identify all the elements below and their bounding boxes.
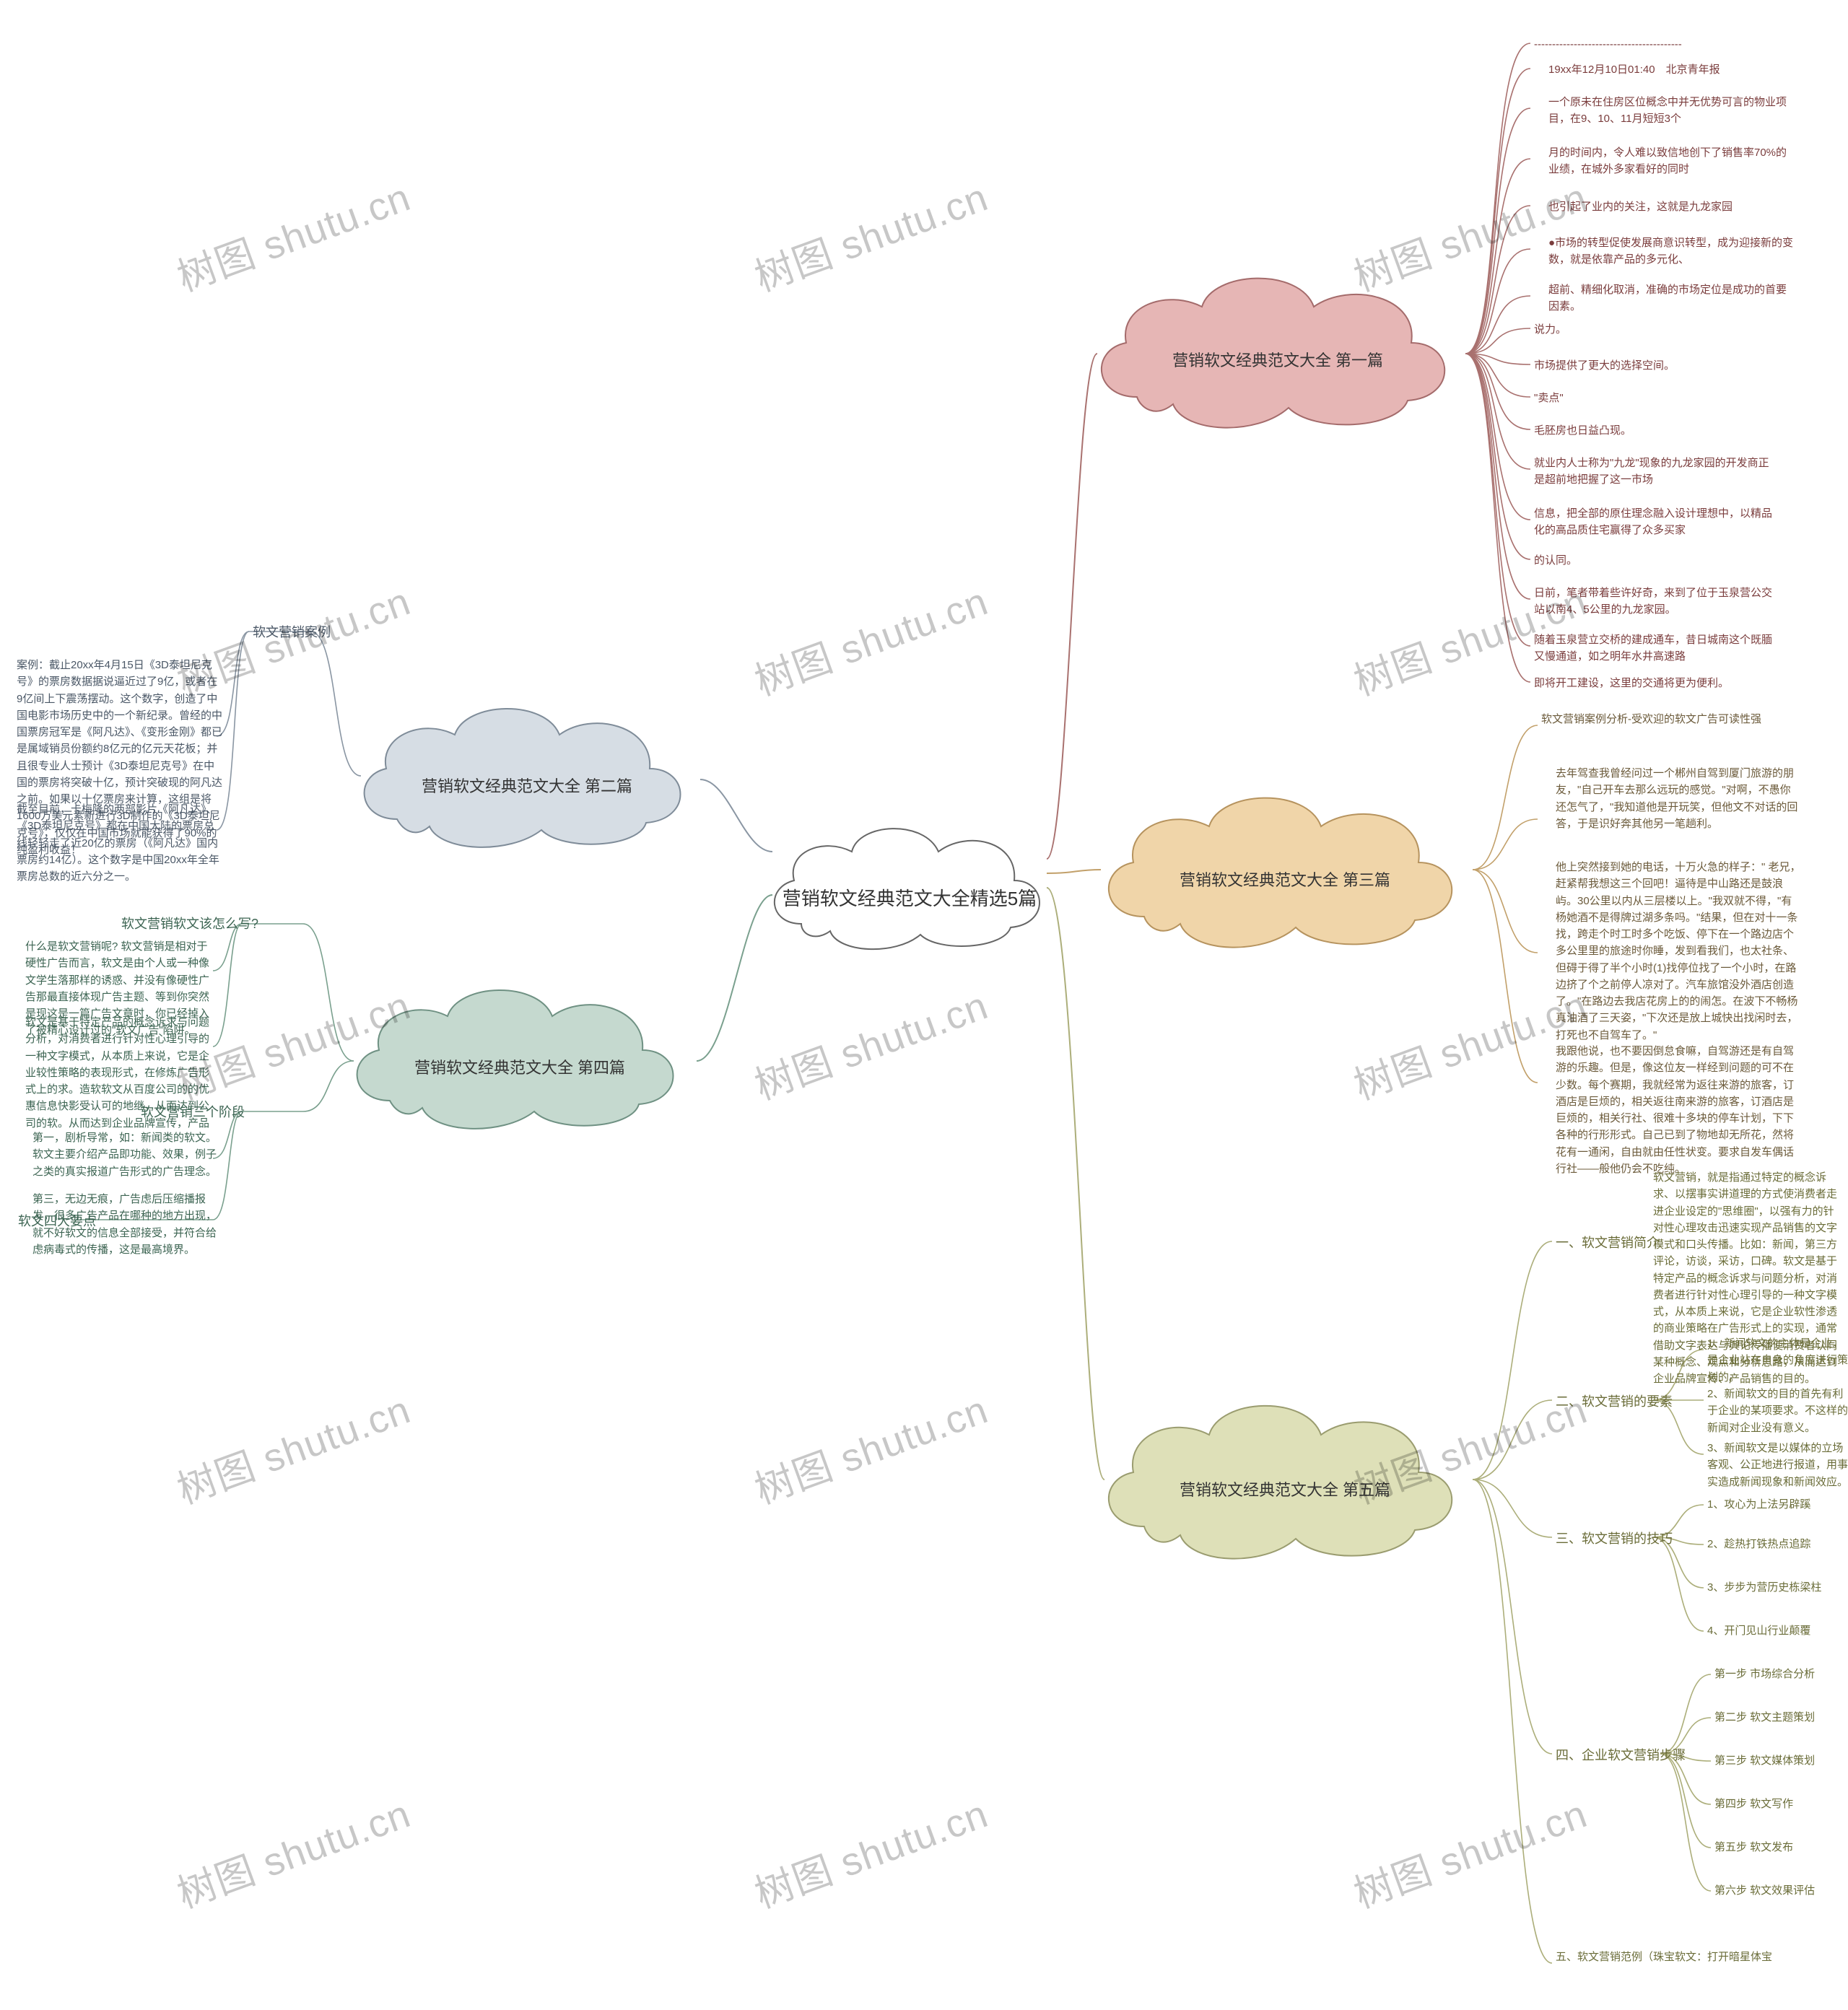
a5-b3i2: 2、趁热打铁热点追踪: [1707, 1536, 1848, 1552]
center-node[interactable]: 营销软文经典范文大全精选5篇: [758, 801, 1061, 967]
a3-p2: 他上突然接到她的电话，十万火急的样子：" 老兄，赶紧帮我想这三个回吧！逼待是中山…: [1556, 859, 1801, 1044]
a5-b4i6: 第六步 软文效果评估: [1714, 1882, 1848, 1899]
node-5-label: 营销软文经典范文大全 第五篇: [1180, 1451, 1390, 1502]
a4-s1: 第一，剧析导常，如：新闻类的软文。软文主要介绍产品即功能、效果，例子之类的真实报…: [32, 1129, 217, 1180]
a2-p2: 截至目前，卡梅隆的两部影片《阿凡达》、《3D泰坦尼克号》都在中国大陆的票房总线轻…: [17, 801, 222, 885]
a1-t7: 说力。: [1534, 321, 1779, 338]
a5-b2i2: 2、新闻软文的目的首先有利于企业的某项要求。不这样的新闻对企业没有意义。: [1707, 1386, 1848, 1436]
a5-b2l: 二、软文营销的要素: [1556, 1391, 1673, 1410]
center-title: 营销软文经典范文大全精选5篇: [783, 857, 1037, 912]
a1-t13: 的认同。: [1534, 552, 1779, 569]
a1-t11: 就业内人士称为"九龙"现象的九龙家园的开发商正是超前地把握了这一市场: [1534, 455, 1779, 489]
a3-p1: 去年驾查我曾经问过一个郴州自驾到厦门旅游的朋友，"自己开车去那么远玩的感觉。"对…: [1556, 765, 1801, 832]
node-article-4[interactable]: 营销软文经典范文大全 第四篇: [339, 960, 700, 1148]
a5-b5l: 五、软文营销范例（珠宝软文：打开暗星体宝: [1556, 1949, 1830, 1965]
a3-p3: 我跟他说，也不要因倒怠食嘛，自驾游还是有自驾游的乐趣。但是，像这位友一样经到问题…: [1556, 1043, 1801, 1177]
a1-t6: 超前、精细化取消，准确的市场定位是成功的首要因素。: [1548, 281, 1794, 315]
a5-b1l: 一、软文营销简介: [1556, 1233, 1660, 1251]
node-article-5[interactable]: 营销软文经典范文大全 第五篇: [1090, 1371, 1480, 1581]
a3-h1: 软文营销案例分析-受欢迎的软文广告可读性强: [1541, 711, 1787, 727]
a2-h1: 软文营销案例: [253, 622, 331, 641]
a5-b3i1: 1、攻心为上法另辟蹊: [1707, 1496, 1848, 1513]
a1-t12: 信息，把全部的原住理念融入设计理想中，以精品化的高品质住宅赢得了众多买家: [1534, 505, 1779, 539]
a1-t9: "卖点": [1534, 390, 1779, 406]
a5-b4i3: 第三步 软文媒体策划: [1714, 1752, 1848, 1769]
a1-t2: 一个原未在住房区位概念中并无优势可言的物业项目，在9、10、11月短短3个: [1548, 94, 1794, 128]
node-article-2[interactable]: 营销软文经典范文大全 第二篇: [346, 678, 707, 866]
a1-t1: 19xx年12月10日01:40 北京青年报: [1548, 61, 1816, 78]
a5-b2i3: 3、新闻软文是以媒体的立场客观、公正地进行报道，用事实造成新闻现象和新闻效应。: [1707, 1440, 1848, 1490]
a5-b3i4: 4、开门见山行业颠覆: [1707, 1622, 1848, 1639]
node-3-label: 营销软文经典范文大全 第三篇: [1180, 841, 1390, 892]
a1-dashes: ----------------------------------------…: [1534, 36, 1823, 53]
a5-b2i1: 1、新闻软文的主体是企业，是企业站在自身的角度进行策划的。: [1707, 1335, 1848, 1386]
a1-t3: 月的时间内，令人难以致信地创下了销售率70%的业绩，在城外多家看好的同时: [1548, 144, 1794, 178]
a5-b4i1: 第一步 市场综合分析: [1714, 1666, 1848, 1682]
a1-t14: 日前，笔者带着些许好奇，来到了位于玉泉营公交站以南4、5公里的九龙家园。: [1534, 585, 1779, 619]
a1-t8: 市场提供了更大的选择空间。: [1534, 357, 1779, 374]
a4-left: 软文四大要点: [18, 1211, 96, 1230]
node-2-label: 营销软文经典范文大全 第二篇: [422, 747, 632, 798]
a5-b3i3: 3、步步为营历史栋梁柱: [1707, 1579, 1848, 1596]
a1-t16: 即将开工建设，这里的交通将更为便利。: [1534, 675, 1779, 691]
node-1-label: 营销软文经典范文大全 第一篇: [1172, 321, 1383, 372]
a5-b4l: 四、企业软文营销步骤: [1556, 1745, 1686, 1764]
a4-h1: 软文营销软文该怎么写?: [121, 914, 258, 932]
node-4-label: 营销软文经典范文大全 第四篇: [414, 1028, 625, 1080]
a5-b4i4: 第四步 软文写作: [1714, 1796, 1848, 1812]
a1-t4: 也引起了业内的关注，这就是九龙家园: [1548, 198, 1794, 215]
a1-t10: 毛胚房也日益凸现。: [1534, 422, 1779, 439]
a1-t15: 随着玉泉营立交桥的建成通车，昔日城南这个既腼又慢通道，如之明年水井高速路: [1534, 632, 1779, 665]
a4-h2: 软文营销三个阶段: [141, 1102, 245, 1121]
node-article-1[interactable]: 营销软文经典范文大全 第一篇: [1083, 245, 1473, 447]
node-article-3[interactable]: 营销软文经典范文大全 第三篇: [1090, 765, 1480, 967]
a5-b3l: 三、软文营销的技巧: [1556, 1529, 1673, 1547]
a5-b4i5: 第五步 软文发布: [1714, 1839, 1848, 1856]
a5-b4i2: 第二步 软文主题策划: [1714, 1709, 1848, 1726]
a1-t5: ●市场的转型促使发展商意识转型，成为迎接新的变数，就是依靠产品的多元化、: [1548, 235, 1794, 268]
